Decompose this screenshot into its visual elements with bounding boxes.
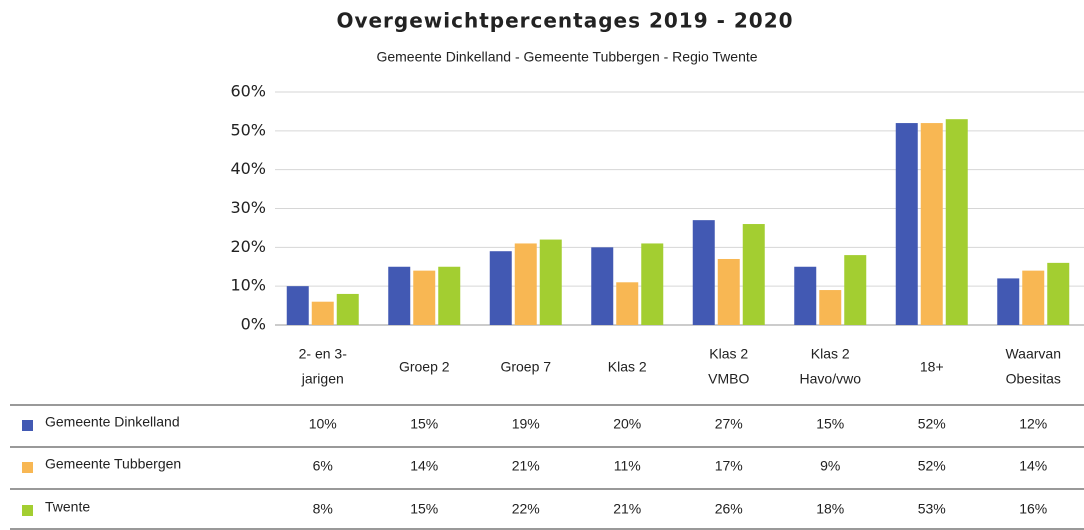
legend-label: Gemeente Dinkelland xyxy=(45,414,180,430)
x-tick-label: VMBO xyxy=(708,371,749,387)
table-cell: 20% xyxy=(613,416,641,432)
bar xyxy=(539,239,562,325)
x-tick-label: Klas 2 xyxy=(709,346,748,362)
table-cell: 19% xyxy=(512,416,540,432)
y-tick-label: 30% xyxy=(230,198,266,217)
table-cell: 27% xyxy=(715,416,743,432)
table-cell: 53% xyxy=(918,501,946,517)
bar xyxy=(286,286,309,325)
table-cell: 14% xyxy=(1019,458,1047,474)
table-cell: 21% xyxy=(512,458,540,474)
legend-label: Gemeente Tubbergen xyxy=(45,456,181,472)
bar xyxy=(591,247,614,325)
legend-swatch xyxy=(22,505,33,516)
table-cell: 8% xyxy=(313,501,333,517)
bar xyxy=(819,290,842,325)
chart-title: Overgewichtpercentages 2019 - 2020 xyxy=(336,9,793,33)
x-tick-label: Havo/vwo xyxy=(800,371,862,387)
legend-label: Twente xyxy=(45,499,90,515)
bar xyxy=(514,243,537,325)
bar xyxy=(945,119,968,325)
bar xyxy=(438,266,461,325)
x-tick-label: Obesitas xyxy=(1006,371,1061,387)
bar xyxy=(388,266,411,325)
y-tick-label: 20% xyxy=(230,237,266,256)
bar xyxy=(489,251,512,325)
table-cell: 26% xyxy=(715,501,743,517)
x-tick-label: 18+ xyxy=(920,359,944,375)
bar xyxy=(311,301,334,325)
y-tick-label: 40% xyxy=(230,159,266,178)
table-cell: 15% xyxy=(410,416,438,432)
bar xyxy=(1047,262,1070,325)
table-cell: 9% xyxy=(820,458,840,474)
bar xyxy=(997,278,1020,325)
table-cell: 52% xyxy=(918,458,946,474)
bar xyxy=(413,270,436,325)
table-cell: 6% xyxy=(313,458,333,474)
table-cell: 16% xyxy=(1019,501,1047,517)
legend-swatch xyxy=(22,420,33,431)
bar xyxy=(920,123,943,325)
bar xyxy=(717,258,740,325)
x-tick-label: Klas 2 xyxy=(811,346,850,362)
y-tick-label: 10% xyxy=(230,276,266,295)
y-tick-label: 50% xyxy=(230,120,266,139)
bar xyxy=(616,282,639,325)
table-cell: 17% xyxy=(715,458,743,474)
bar xyxy=(844,255,867,325)
table-cell: 14% xyxy=(410,458,438,474)
bar xyxy=(794,266,817,325)
y-tick-label: 0% xyxy=(241,315,266,334)
table-cell: 18% xyxy=(816,501,844,517)
bar xyxy=(1022,270,1045,325)
x-tick-label: jarigen xyxy=(301,371,344,387)
x-tick-label: Klas 2 xyxy=(608,359,647,375)
x-tick-label: Waarvan xyxy=(1005,346,1061,362)
bar xyxy=(336,293,359,325)
chart-subtitle: Gemeente Dinkelland - Gemeente Tubbergen… xyxy=(376,49,757,65)
table-cell: 15% xyxy=(816,416,844,432)
table-cell: 52% xyxy=(918,416,946,432)
x-tick-label: Groep 2 xyxy=(399,359,450,375)
bar xyxy=(692,220,715,325)
x-tick-label: 2- en 3- xyxy=(299,346,348,362)
y-tick-label: 60% xyxy=(230,82,266,101)
table-cell: 21% xyxy=(613,501,641,517)
table-cell: 15% xyxy=(410,501,438,517)
bar xyxy=(742,224,765,325)
bar xyxy=(641,243,664,325)
legend-swatch xyxy=(22,462,33,473)
table-cell: 10% xyxy=(309,416,337,432)
table-cell: 12% xyxy=(1019,416,1047,432)
x-tick-label: Groep 7 xyxy=(500,359,551,375)
bar xyxy=(895,123,918,325)
table-cell: 11% xyxy=(614,458,641,474)
table-cell: 22% xyxy=(512,501,540,517)
